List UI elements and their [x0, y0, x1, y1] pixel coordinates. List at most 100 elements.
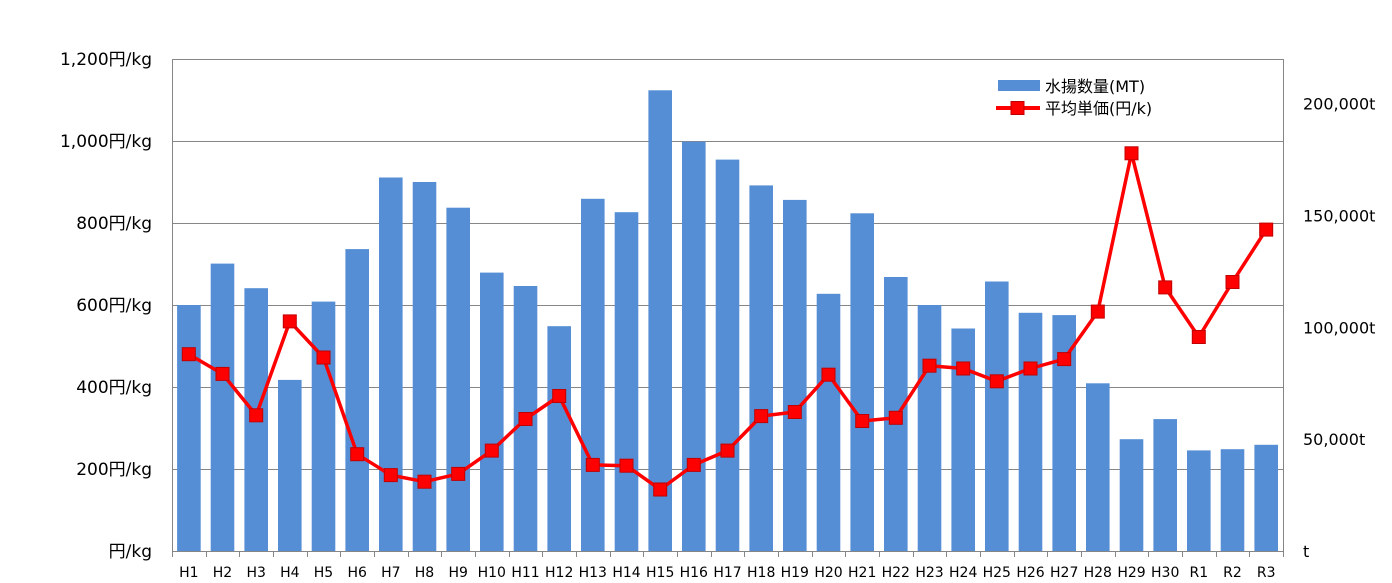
marker-H29: [1124, 146, 1139, 161]
y-right-tick-label-4: 200,000t: [1303, 95, 1375, 114]
marker-H17: [720, 443, 735, 458]
marker-H26: [1023, 361, 1038, 376]
y-left-tick-label-3: 600円/kg: [76, 296, 152, 316]
x-tick-label-H10: H10: [478, 565, 506, 579]
legend-label-line: 平均単価(円/k): [1045, 99, 1152, 118]
legend-swatch-bar: [998, 80, 1040, 91]
x-tick-label-H14: H14: [612, 565, 640, 579]
marker-R1: [1191, 330, 1206, 344]
bar-H9: [446, 207, 470, 551]
x-tick-label-H30: H30: [1151, 565, 1179, 579]
legend-swatch-marker: [1010, 101, 1025, 115]
marker-H7: [383, 468, 398, 483]
bar-H10: [480, 272, 504, 551]
bar-H16: [682, 141, 706, 551]
bar-series: [177, 90, 1278, 552]
x-tick-label-H1: H1: [179, 565, 198, 579]
x-tick-label-H18: H18: [747, 565, 775, 579]
x-tick-label-H21: H21: [848, 565, 876, 579]
x-tick-label-H5: H5: [314, 565, 333, 579]
bar-H20: [816, 293, 841, 551]
bar-H18: [749, 185, 773, 551]
legend-label-bar: 水揚数量(MT): [1045, 77, 1145, 96]
x-tick-label-H9: H9: [448, 565, 467, 579]
bar-H23: [917, 305, 942, 551]
x-tick-label-H2: H2: [213, 565, 232, 579]
bar-H27: [1052, 315, 1076, 551]
x-tick-label-H26: H26: [1016, 565, 1044, 579]
marker-H27: [1057, 352, 1072, 367]
bar-H25: [985, 281, 1009, 551]
marker-H23: [922, 358, 937, 373]
x-tick-label-H8: H8: [415, 565, 434, 579]
x-tick-label-H22: H22: [882, 565, 910, 579]
marker-H5: [316, 350, 331, 365]
y-right-tick-label-1: 50,000t: [1303, 430, 1365, 449]
y-left-tick-label-2: 400円/kg: [76, 378, 152, 398]
bar-H14: [614, 212, 639, 551]
marker-R3: [1259, 222, 1274, 237]
x-tick-label-H29: H29: [1117, 565, 1145, 579]
x-tick-label-H11: H11: [511, 565, 539, 579]
bar-H29: [1119, 439, 1144, 551]
bar-H1: [177, 305, 201, 551]
marker-H15: [653, 482, 668, 497]
x-tick-label-H3: H3: [246, 565, 265, 579]
bar-H2: [210, 263, 235, 551]
y-left-tick-label-4: 800円/kg: [76, 214, 152, 234]
x-tick-label-H27: H27: [1050, 565, 1078, 579]
bar-H15: [648, 90, 672, 552]
marker-H11: [518, 412, 533, 426]
bar-H17: [715, 159, 740, 551]
marker-H20: [821, 367, 836, 382]
marker-H12: [552, 389, 567, 403]
x-tick-label-H15: H15: [646, 565, 674, 579]
x-tick-label-R1: R1: [1189, 565, 1208, 579]
bar-H4: [278, 379, 302, 551]
x-tick-label-H4: H4: [280, 565, 300, 579]
bar-H28: [1086, 383, 1110, 551]
marker-H1: [181, 347, 196, 362]
x-tick-label-H24: H24: [949, 565, 977, 579]
marker-H2: [215, 366, 230, 381]
x-tick-label-R2: R2: [1223, 565, 1242, 579]
x-tick-label-H17: H17: [713, 565, 741, 579]
x-tick-label-H23: H23: [915, 565, 943, 579]
bar-H13: [581, 198, 605, 552]
y-left-tick-label-1: 200円/kg: [76, 460, 152, 480]
x-tick-label-H6: H6: [347, 565, 367, 579]
y-left-tick-label-0: 円/kg: [109, 542, 152, 562]
bar-R1: [1187, 450, 1211, 551]
marker-H10: [484, 443, 499, 458]
x-tick-label-R3: R3: [1257, 565, 1276, 579]
bar-H30: [1153, 419, 1177, 551]
bar-H6: [345, 249, 369, 551]
marker-H19: [787, 405, 802, 419]
x-tick-label-H28: H28: [1084, 565, 1112, 579]
line-series: [181, 146, 1274, 497]
marker-H14: [619, 458, 634, 473]
x-tick-label-H7: H7: [381, 565, 400, 579]
bar-H21: [850, 213, 874, 552]
bar-H8: [412, 182, 437, 551]
y-left-tick-label-5: 1,000円/kg: [60, 132, 152, 152]
marker-H4: [282, 314, 297, 329]
y-right-tick-label-2: 100,000t: [1303, 318, 1375, 337]
x-tick-label-H20: H20: [814, 565, 842, 579]
marker-H25: [989, 374, 1004, 389]
x-tick-label-H13: H13: [579, 565, 607, 579]
y-left-tick-label-6: 1,200円/kg: [60, 50, 152, 70]
marker-H30: [1158, 280, 1173, 295]
bar-H19: [783, 199, 807, 551]
bar-H12: [547, 326, 571, 551]
marker-H16: [686, 457, 701, 472]
marker-H8: [417, 474, 432, 489]
y-right-tick-label-0: t: [1303, 542, 1309, 561]
y-right-tick-label-3: 150,000t: [1303, 207, 1375, 226]
x-tick-label-H16: H16: [680, 565, 708, 579]
x-tick-label-H12: H12: [545, 565, 573, 579]
marker-H21: [855, 414, 870, 428]
legend: 水揚数量(MT) 平均単価(円/k): [996, 77, 1152, 118]
